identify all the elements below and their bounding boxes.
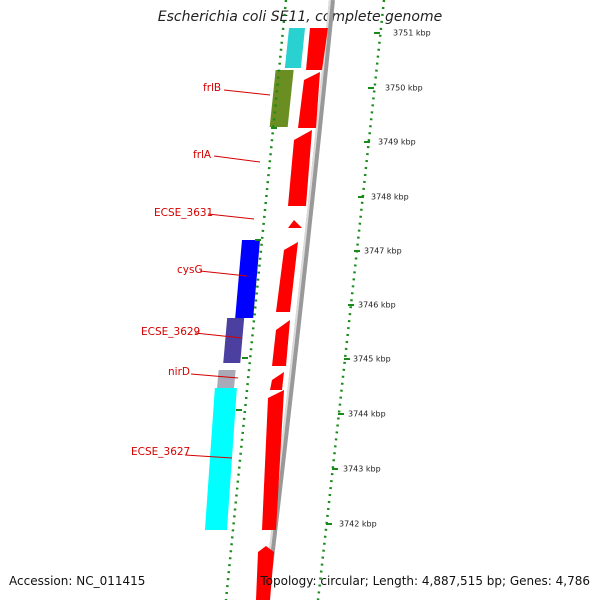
cds-arrow: [288, 130, 312, 206]
gene-label-nirD: nirD: [168, 366, 190, 378]
cds-arrow: [272, 320, 290, 366]
scale-label-3745: 3745 kbp: [353, 354, 391, 364]
scale-label-3751: 3751 kbp: [393, 28, 431, 38]
cog-block-slate: [223, 318, 245, 363]
cog-block-blue: [235, 240, 261, 318]
scale-label-3749: 3749 kbp: [378, 137, 416, 147]
gene-label-cysG: cysG: [177, 264, 203, 276]
cds-arrow: [262, 390, 284, 530]
topology-text: Topology: circular; Length: 4,887,515 bp…: [260, 574, 590, 588]
cds-arrow: [298, 72, 320, 128]
leader-line: [213, 155, 261, 163]
cds-arrows: [256, 28, 328, 600]
scale-label-3744: 3744 kbp: [348, 409, 386, 419]
scale-label-3742: 3742 kbp: [339, 519, 377, 529]
scale-label-3746: 3746 kbp: [358, 300, 396, 310]
cds-arrow: [270, 372, 284, 390]
scale-label-3748: 3748 kbp: [371, 192, 409, 202]
gene-label-frlA: frlA: [193, 149, 212, 161]
leader-line: [190, 373, 239, 379]
cog-blocks: [204, 28, 306, 530]
map-title: Escherichia coli SE11, complete genome: [157, 9, 443, 25]
scale-label-3743: 3743 kbp: [343, 464, 381, 474]
gene-label-frlB: frlB: [203, 82, 222, 94]
leader-line: [194, 332, 243, 339]
label-leader-lines: [184, 89, 271, 459]
cds-arrow: [256, 546, 274, 600]
scale-ticks: [236, 32, 380, 525]
leader-line: [199, 270, 248, 277]
dotted-ring-outer: [316, 0, 386, 600]
scale-label-3750: 3750 kbp: [385, 83, 423, 93]
gene-label-ECSE_3631: ECSE_3631: [154, 207, 214, 219]
cds-arrow: [276, 242, 298, 312]
scale-label-3747: 3747 kbp: [364, 246, 402, 256]
leader-line: [184, 454, 233, 459]
leader-line: [207, 213, 255, 220]
dotted-ring-inner: [224, 0, 288, 600]
cds-arrow: [306, 28, 328, 70]
leader-line: [223, 89, 271, 96]
cog-block-gray: [217, 370, 236, 388]
cog-block-cyan-large: [204, 388, 237, 530]
gene-label-ECSE_3629: ECSE_3629: [141, 326, 201, 338]
accession-text: Accession: NC_011415: [9, 574, 146, 588]
cds-arrow: [288, 220, 302, 228]
gene-label-ECSE_3627: ECSE_3627: [131, 446, 191, 458]
cog-block-cyan-top: [284, 28, 306, 68]
